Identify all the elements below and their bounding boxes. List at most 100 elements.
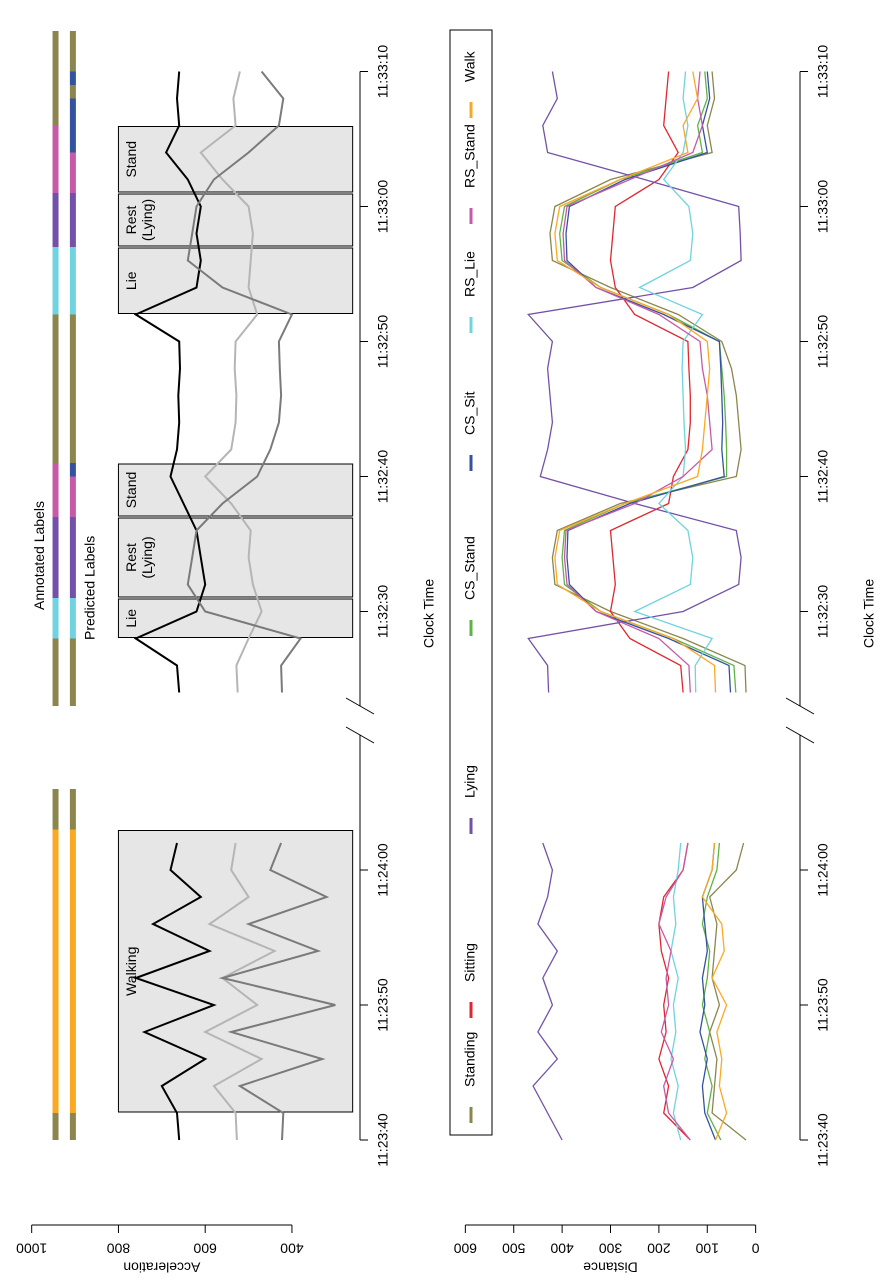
- box-label: Stand: [123, 472, 139, 509]
- axis-break: [785, 726, 815, 744]
- annotation-box: [117, 598, 354, 638]
- annotation-box: [117, 463, 354, 517]
- x-tick-label: 11:33:00: [375, 180, 391, 234]
- x-tick-label: 11:23:40: [375, 1113, 391, 1167]
- rotated-figure: 4006008001000Acceleration11:23:4011:23:5…: [16, 29, 877, 1275]
- box-label: Lie: [123, 609, 139, 628]
- x-tick-label: 11:33:00: [815, 180, 831, 234]
- track-title: Annotated Labels: [31, 501, 47, 610]
- x-tick-label: 11:32:50: [375, 315, 391, 369]
- y-tick-label: 800: [107, 1240, 131, 1256]
- x-tick-label: 11:33:10: [815, 45, 831, 99]
- label-band: [52, 638, 59, 706]
- legend-label: RS_Stand: [462, 124, 478, 188]
- y-tick-label: 400: [280, 1240, 304, 1256]
- label-band: [69, 193, 76, 247]
- box-label: Rest: [123, 206, 139, 235]
- box-label: Stand: [123, 141, 139, 178]
- x-tick-label: 11:32:40: [375, 450, 391, 504]
- x-axis-title: Clock Time: [421, 579, 437, 648]
- x-tick-label: 11:32:30: [815, 585, 831, 639]
- y-tick-label: 0: [752, 1240, 760, 1256]
- track-title: Predicted Labels: [82, 536, 98, 640]
- label-band: [52, 517, 59, 598]
- series-line: [559, 71, 737, 693]
- label-band: [52, 31, 59, 126]
- label-band: [52, 193, 59, 247]
- series-line: [549, 71, 747, 693]
- label-band: [52, 829, 59, 1113]
- legend-box: [449, 29, 493, 1136]
- label-band: [69, 85, 76, 99]
- box-label: Rest: [123, 543, 139, 572]
- label-band: [69, 476, 76, 517]
- series-line: [565, 71, 732, 693]
- series-line: [532, 842, 563, 1141]
- y-tick-label: 600: [193, 1240, 217, 1256]
- legend-label: Walk: [462, 50, 478, 82]
- series-line: [202, 842, 277, 1141]
- y-axis-title: Distance: [583, 1259, 638, 1275]
- label-band: [69, 314, 76, 463]
- series-line: [670, 842, 682, 1141]
- series-line: [708, 842, 747, 1141]
- label-band: [52, 1113, 59, 1140]
- label-band: [69, 71, 76, 85]
- label-band: [69, 598, 76, 639]
- label-band: [69, 247, 76, 315]
- series-line: [562, 71, 713, 693]
- label-band: [52, 598, 59, 639]
- y-axis-title: Acceleration: [123, 1259, 200, 1275]
- legend-label: CS_Stand: [462, 536, 478, 600]
- x-tick-label: 11:23:40: [815, 1113, 831, 1167]
- series-line: [132, 842, 217, 1141]
- label-band: [69, 152, 76, 193]
- legend-label: CS_Sit: [462, 391, 478, 435]
- box-label: Lie: [123, 271, 139, 290]
- box-label: Walking: [123, 947, 139, 996]
- box-label: (Lying): [139, 536, 155, 578]
- series-line: [218, 842, 336, 1141]
- axis-break: [785, 697, 815, 715]
- label-band: [69, 31, 76, 72]
- series-line: [554, 71, 717, 693]
- series-line: [609, 71, 691, 693]
- series-line: [701, 842, 728, 1141]
- label-band: [69, 1113, 76, 1140]
- label-band: [52, 789, 59, 830]
- label-band: [52, 247, 59, 315]
- series-line: [658, 842, 691, 1141]
- x-tick-label: 11:23:50: [815, 978, 831, 1032]
- label-band: [69, 98, 76, 153]
- series-line: [527, 71, 742, 693]
- box-label: (Lying): [139, 199, 155, 241]
- series-line: [658, 842, 691, 1141]
- x-tick-label: 11:33:10: [375, 45, 391, 99]
- x-tick-label: 11:23:50: [375, 978, 391, 1032]
- y-tick-label: 400: [550, 1240, 574, 1256]
- y-tick-label: 100: [695, 1240, 719, 1256]
- label-band: [52, 314, 59, 463]
- axis-break: [345, 697, 375, 715]
- series-line: [701, 842, 722, 1141]
- annotation-box: [117, 247, 354, 314]
- legend-label: Standing: [462, 1032, 478, 1087]
- x-tick-label: 11:32:40: [815, 450, 831, 504]
- y-tick-label: 1000: [16, 1240, 47, 1256]
- series-line: [133, 71, 207, 693]
- annotation-box: [117, 126, 354, 193]
- label-band: [69, 463, 76, 477]
- y-tick-label: 300: [599, 1240, 623, 1256]
- label-band: [69, 789, 76, 830]
- legend-label: RS_Lie: [462, 251, 478, 297]
- label-band: [69, 517, 76, 598]
- label-band: [52, 125, 59, 193]
- y-tick-label: 500: [502, 1240, 526, 1256]
- label-band: [52, 463, 59, 517]
- label-band: [69, 638, 76, 706]
- series-line: [186, 70, 303, 693]
- x-tick-label: 11:24:00: [815, 843, 831, 897]
- x-tick-label: 11:32:30: [375, 585, 391, 639]
- legend-label: Lying: [462, 765, 478, 798]
